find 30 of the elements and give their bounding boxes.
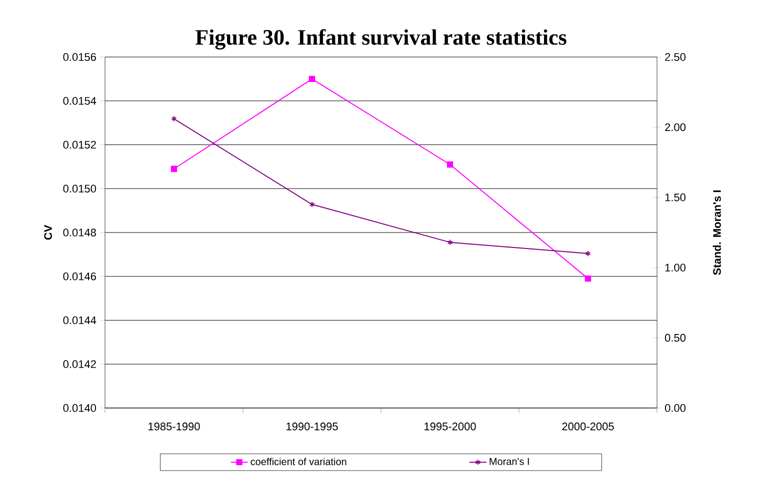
x-tick-label: 2000-2005: [562, 422, 614, 430]
legend-label: Moran's I: [490, 458, 529, 465]
y-tick-label: 0.0142: [63, 360, 96, 368]
legend-label: coefficient of variation: [250, 458, 346, 466]
y-axis-title: CV: [44, 224, 52, 240]
y-tick-label: 0.0140: [63, 404, 96, 412]
y2-tick-label: 0.50: [664, 334, 686, 342]
x-tick-label: 1995-2000: [424, 422, 476, 430]
point: [584, 275, 592, 282]
y2-tick-label: 2.50: [665, 53, 686, 61]
point: [170, 166, 178, 172]
y-tick-label: 0.0144: [63, 316, 96, 324]
y-tick-label: 0.0152: [63, 140, 96, 149]
y2-tick-label: 2.00: [665, 123, 686, 132]
point: [309, 201, 315, 208]
y-tick-label: 0.0148: [63, 228, 96, 236]
point: [446, 161, 454, 168]
y2-tick-label: 0.00: [664, 404, 686, 412]
y-tick-label: 0.0154: [63, 96, 96, 105]
point: [447, 239, 453, 246]
y-tick-label: 0.0150: [63, 184, 96, 193]
x-tick-label: 1985-1990: [148, 422, 200, 430]
x-tick-label: 1990-1995: [286, 422, 338, 430]
y2-axis-title: Stand. Moran's I: [712, 190, 721, 275]
chart-title: Figure 30. Infant survival rate statistics: [196, 29, 566, 50]
y-tick-label: 0.0156: [63, 53, 96, 61]
y-tick-label: 0.0146: [63, 272, 96, 280]
y2-tick-label: 1.50: [665, 194, 686, 202]
point: [308, 76, 316, 82]
y2-tick-label: 1.00: [665, 264, 686, 272]
